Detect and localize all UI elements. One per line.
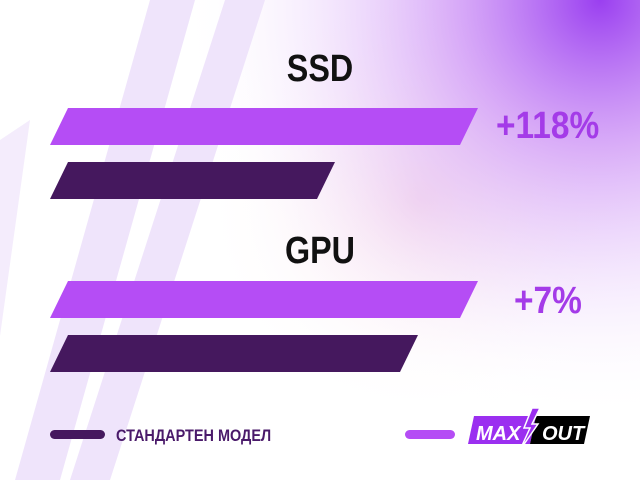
svg-text:MAX: MAX bbox=[476, 423, 522, 445]
category-title-gpu: GPU bbox=[284, 230, 355, 272]
legend-label-standard: СТАНДАРТЕН МОДЕЛ bbox=[116, 426, 272, 445]
bar-gpu-standard bbox=[50, 335, 418, 372]
bar-ssd-standard bbox=[50, 162, 335, 199]
bar-ssd-maxout bbox=[50, 108, 478, 145]
maxout-logo: MAX OUT bbox=[468, 408, 590, 450]
legend-swatch-standard bbox=[50, 430, 105, 439]
svg-text:OUT: OUT bbox=[542, 423, 586, 445]
improvement-label-ssd: +118% bbox=[496, 105, 600, 147]
legend-swatch-maxout bbox=[405, 430, 455, 439]
category-title-ssd: SSD bbox=[286, 48, 354, 90]
improvement-label-gpu: +7% bbox=[514, 280, 582, 322]
bar-gpu-maxout bbox=[50, 281, 478, 318]
